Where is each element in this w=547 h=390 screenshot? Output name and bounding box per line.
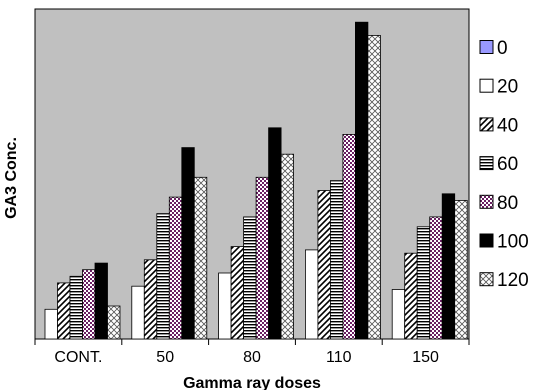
bar-40-50	[143, 259, 158, 340]
bar-120-80	[280, 153, 295, 340]
legend-swatch-100	[479, 233, 494, 248]
bar-60-50	[156, 213, 170, 340]
bar-40-150	[404, 252, 418, 340]
bar-60-CONT.	[69, 275, 83, 340]
legend-swatch-40	[479, 117, 494, 132]
x-tick-label: 80	[243, 349, 261, 366]
bar-60-150	[416, 226, 431, 340]
bar-100-80	[268, 127, 282, 340]
x-tick-label: 110	[326, 349, 352, 366]
legend-swatch-120	[479, 272, 494, 287]
x-tick-label: 50	[156, 349, 174, 366]
legend-label-100: 100	[497, 232, 529, 253]
legend-swatch-60	[479, 156, 494, 171]
legend-label-40: 40	[497, 115, 518, 136]
bar-20-CONT.	[44, 308, 58, 340]
legend-swatch-20	[479, 78, 494, 93]
x-axis: CONT. 50 80 110 150	[34, 339, 470, 366]
bar-40-80	[230, 246, 245, 340]
bar-20-110	[304, 249, 319, 340]
bar-80-110	[342, 133, 356, 340]
bar-120-110	[367, 35, 381, 340]
legend-swatch-80	[479, 194, 494, 209]
x-axis-title: Gamma ray doses	[183, 375, 321, 390]
bar-20-150	[391, 289, 406, 340]
legend-swatch-0	[479, 40, 494, 54]
bar-80-150	[429, 216, 443, 340]
bar-100-50	[181, 147, 195, 340]
x-tick-label: 150	[412, 349, 439, 366]
x-tick-label: CONT.	[54, 349, 102, 366]
bar-80-80	[255, 176, 270, 340]
bar-80-CONT.	[82, 269, 96, 340]
legend-label-80: 80	[497, 193, 518, 214]
bar-120-150	[454, 199, 468, 340]
legend-label-0: 0	[497, 38, 508, 59]
legend: 0 20 40 60 80 100 120	[479, 38, 529, 291]
legend-label-60: 60	[497, 154, 518, 175]
legend-label-20: 20	[497, 77, 518, 98]
bar-100-150	[441, 193, 456, 340]
bar-20-80	[218, 272, 232, 340]
bar-20-50	[131, 285, 145, 340]
bar-60-110	[329, 180, 344, 340]
bar-80-50	[168, 196, 183, 340]
bar-40-110	[317, 190, 331, 340]
y-axis-title: GA3 Conc.	[3, 137, 20, 219]
bar-100-110	[354, 21, 369, 340]
bar-120-CONT.	[107, 305, 121, 340]
bar-100-CONT.	[94, 262, 108, 340]
bars-layer	[44, 21, 468, 340]
bar-40-CONT.	[57, 282, 71, 340]
bar-60-80	[243, 216, 257, 340]
bar-120-50	[193, 176, 208, 340]
legend-label-120: 120	[497, 270, 529, 291]
